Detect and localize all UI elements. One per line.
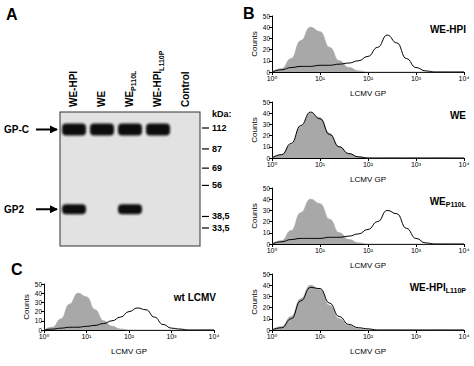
svg-text:Counts: Counts	[250, 31, 259, 56]
svg-text:0: 0	[266, 326, 270, 334]
svg-text:40: 40	[263, 196, 271, 203]
svg-text:50: 50	[263, 185, 271, 192]
svg-text:50: 50	[35, 281, 43, 288]
svg-text:30: 30	[263, 207, 271, 214]
svg-text:10⁴: 10⁴	[459, 75, 470, 82]
svg-text:GP-C: GP-C	[4, 124, 29, 135]
svg-text:10³: 10³	[411, 161, 422, 168]
svg-text:0: 0	[266, 154, 270, 162]
svg-text:0: 0	[38, 326, 42, 334]
svg-text:40: 40	[263, 282, 271, 289]
svg-text:10¹: 10¹	[315, 75, 326, 82]
svg-text:10³: 10³	[411, 247, 422, 254]
svg-text:kDa:: kDa:	[212, 109, 232, 119]
svg-text:10²: 10²	[363, 247, 374, 254]
svg-text:10²: 10²	[124, 333, 135, 340]
svg-text:LCMV GP: LCMV GP	[350, 175, 386, 184]
svg-text:20: 20	[263, 218, 271, 225]
svg-text:40: 40	[263, 24, 271, 31]
svg-text:10⁴: 10⁴	[459, 333, 470, 340]
svg-text:10⁴: 10⁴	[459, 161, 470, 168]
svg-text:LCMV GP: LCMV GP	[350, 347, 386, 356]
svg-text:30: 30	[263, 121, 271, 128]
svg-text:WE: WE	[96, 91, 107, 107]
svg-text:50: 50	[263, 271, 271, 278]
svg-text:30: 30	[35, 299, 43, 306]
svg-text:10⁰: 10⁰	[39, 333, 50, 340]
svg-text:10: 10	[263, 57, 271, 64]
svg-text:L110P: L110P	[446, 287, 467, 294]
svg-text:38,5: 38,5	[212, 211, 230, 221]
svg-text:87: 87	[212, 144, 222, 154]
svg-text:10⁰: 10⁰	[267, 75, 278, 82]
svg-text:WE: WE	[450, 110, 466, 121]
svg-text:50: 50	[263, 13, 271, 20]
svg-text:10⁰: 10⁰	[267, 333, 278, 340]
svg-text:WE-HPIL110P: WE-HPIL110P	[152, 50, 165, 107]
svg-text:10³: 10³	[411, 75, 422, 82]
svg-text:30: 30	[263, 35, 271, 42]
svg-text:10²: 10²	[363, 333, 374, 340]
svg-text:10: 10	[263, 143, 271, 150]
svg-text:A: A	[6, 6, 18, 23]
svg-text:56: 56	[212, 180, 222, 190]
svg-text:69: 69	[212, 163, 222, 173]
svg-text:Counts: Counts	[250, 203, 259, 228]
svg-text:0: 0	[266, 68, 270, 76]
svg-text:Counts: Counts	[250, 289, 259, 314]
svg-text:10⁰: 10⁰	[267, 247, 278, 254]
svg-text:40: 40	[35, 290, 43, 297]
svg-text:wt LCMV: wt LCMV	[173, 292, 217, 303]
svg-text:10: 10	[263, 315, 271, 322]
svg-text:10³: 10³	[411, 333, 422, 340]
svg-text:20: 20	[35, 308, 43, 315]
svg-text:LCMV GP: LCMV GP	[111, 347, 147, 356]
svg-text:10: 10	[35, 317, 43, 324]
svg-text:LCMV GP: LCMV GP	[350, 89, 386, 98]
svg-text:WE: WE	[430, 196, 446, 207]
svg-text:Counts: Counts	[250, 117, 259, 142]
svg-text:10¹: 10¹	[315, 333, 326, 340]
svg-text:0: 0	[266, 240, 270, 248]
svg-text:33,5: 33,5	[212, 223, 230, 233]
svg-text:WE-HPI: WE-HPI	[68, 71, 79, 107]
svg-text:10²: 10²	[363, 161, 374, 168]
svg-text:20: 20	[263, 304, 271, 311]
svg-text:B: B	[243, 5, 255, 22]
svg-text:10³: 10³	[166, 333, 177, 340]
svg-text:40: 40	[263, 110, 271, 117]
svg-text:10⁰: 10⁰	[267, 161, 278, 168]
svg-text:30: 30	[263, 293, 271, 300]
svg-text:10: 10	[263, 229, 271, 236]
svg-text:WE-HPI: WE-HPI	[410, 282, 446, 293]
svg-text:20: 20	[263, 46, 271, 53]
svg-text:Counts: Counts	[22, 294, 31, 319]
svg-text:Control: Control	[180, 71, 191, 107]
svg-text:GP2: GP2	[4, 204, 24, 215]
svg-text:10²: 10²	[363, 75, 374, 82]
svg-text:LCMV GP: LCMV GP	[350, 261, 386, 270]
svg-text:WE-HPI: WE-HPI	[430, 24, 466, 35]
svg-text:10⁴: 10⁴	[209, 333, 220, 340]
svg-text:10⁴: 10⁴	[459, 247, 470, 254]
svg-text:10¹: 10¹	[315, 161, 326, 168]
svg-text:10¹: 10¹	[315, 247, 326, 254]
svg-text:112: 112	[212, 123, 227, 133]
svg-text:C: C	[11, 261, 23, 278]
svg-text:50: 50	[263, 99, 271, 106]
svg-text:WEP110L: WEP110L	[124, 70, 137, 107]
svg-text:20: 20	[263, 132, 271, 139]
svg-text:P110L: P110L	[446, 201, 467, 208]
svg-text:10¹: 10¹	[81, 333, 92, 340]
